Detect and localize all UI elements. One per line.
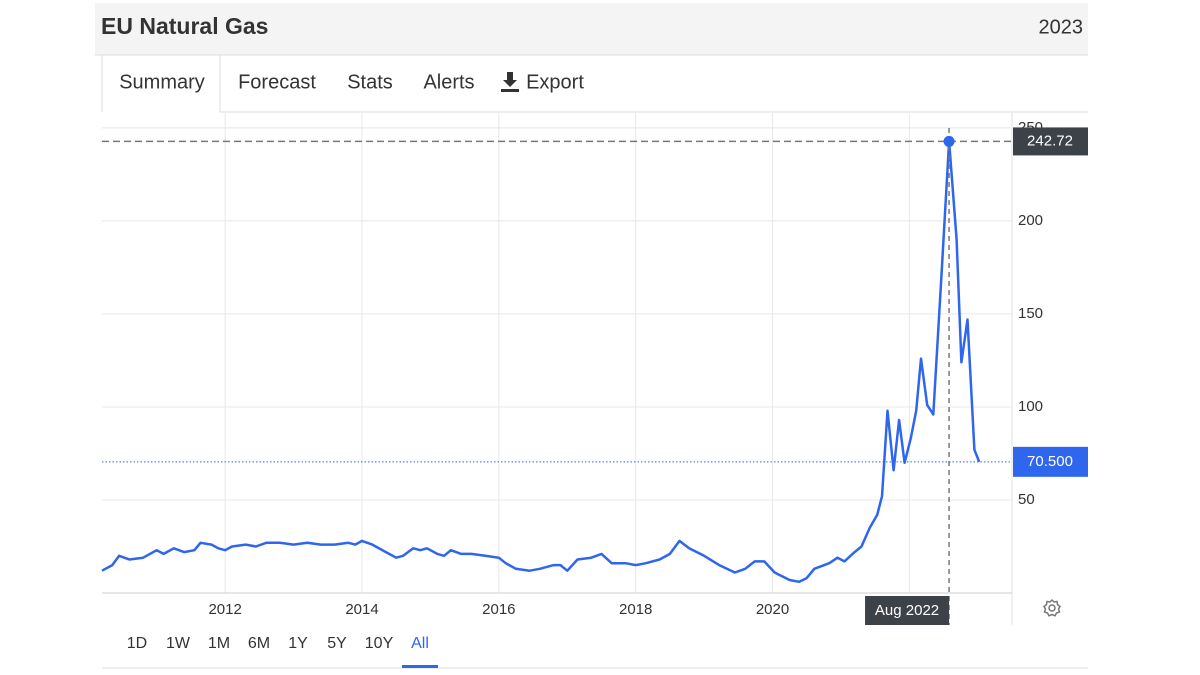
range-button[interactable]: 10Y: [365, 635, 394, 652]
range-button[interactable]: 5Y: [327, 635, 347, 652]
settings-icon[interactable]: [1043, 598, 1061, 617]
crosshair-value-box: [1013, 127, 1088, 156]
current-price-box: [1013, 446, 1088, 477]
y-tick-label: 200: [1018, 212, 1043, 229]
crosshair-date-label: Aug 2022: [875, 602, 939, 619]
export-icon[interactable]: [501, 72, 519, 92]
range-button[interactable]: 1D: [127, 635, 147, 652]
range-button[interactable]: All: [411, 635, 429, 652]
y-tick-label: 50: [1018, 491, 1035, 508]
crosshair-value-label: 242.72: [1027, 132, 1073, 149]
crosshair-date-box: [865, 596, 950, 625]
tab[interactable]: Summary: [119, 71, 205, 93]
current-price-label: 70.500: [1027, 453, 1073, 470]
header-year: 2023: [1039, 16, 1084, 38]
x-tick-label: 2020: [756, 601, 789, 618]
y-tick-label: 100: [1018, 398, 1043, 415]
price-line: [101, 140, 981, 584]
x-tick-label: 2014: [345, 601, 378, 618]
x-tick-label: 2018: [619, 601, 652, 618]
active-tab-box: [101, 54, 221, 112]
tab[interactable]: Stats: [347, 71, 393, 93]
header-bar: [95, 3, 1088, 55]
range-button[interactable]: 1M: [208, 635, 230, 652]
tab[interactable]: Export: [526, 71, 584, 93]
y-tick-label: 150: [1018, 305, 1043, 322]
tab[interactable]: Alerts: [423, 71, 474, 93]
crosshair-point: [943, 135, 955, 147]
range-button[interactable]: 6M: [248, 635, 270, 652]
widget-title: EU Natural Gas: [101, 13, 268, 39]
tab[interactable]: Forecast: [238, 71, 316, 93]
range-button[interactable]: 1Y: [288, 635, 308, 652]
x-tick-label: 2016: [482, 601, 515, 618]
x-tick-label: 2012: [208, 601, 241, 618]
range-button[interactable]: 1W: [166, 635, 191, 652]
range-underline: [402, 665, 438, 668]
